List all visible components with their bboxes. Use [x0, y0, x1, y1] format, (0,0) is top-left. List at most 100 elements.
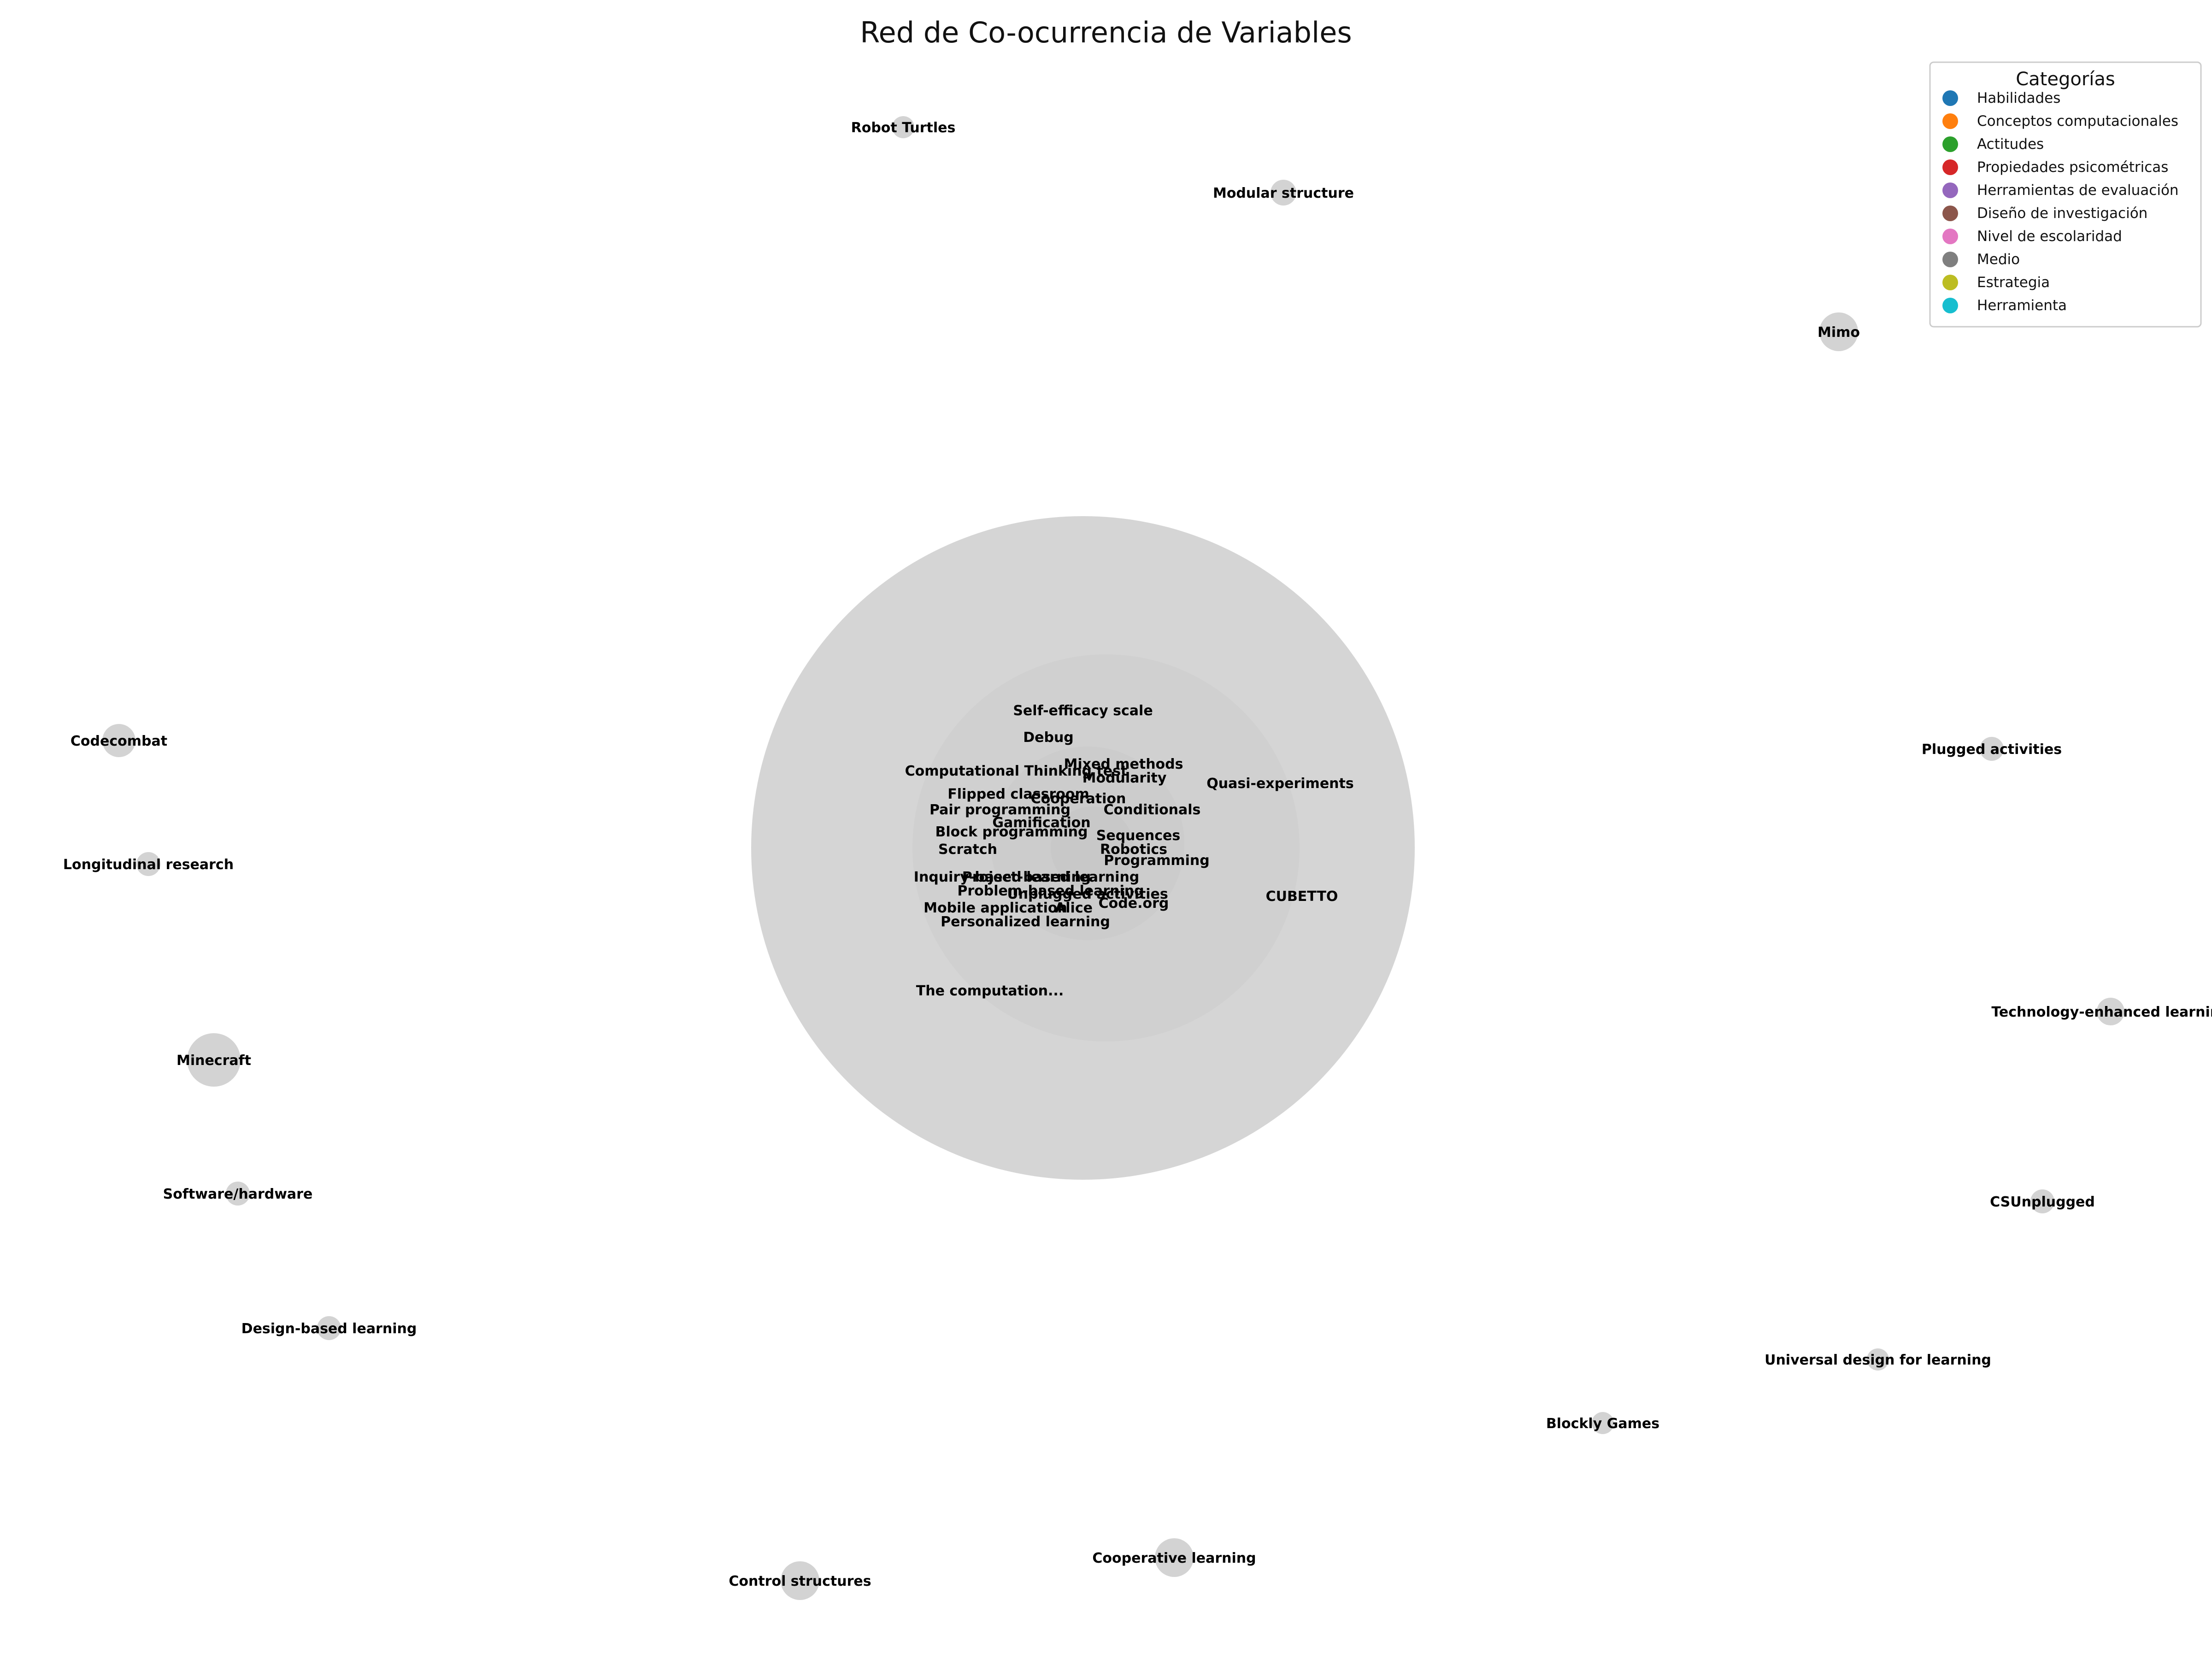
- node-mimo: Mimo: [1818, 312, 1860, 351]
- node-label: Cooperative learning: [1092, 1550, 1256, 1566]
- legend-marker: [1942, 206, 1958, 221]
- node-label-mixed-methods: Mixed methods: [1064, 756, 1183, 772]
- node-label-project-based-learning: Project-based learning: [962, 869, 1140, 885]
- node-circle: [1271, 180, 1296, 206]
- node-label: Universal design for learning: [1765, 1352, 1991, 1368]
- hub-nodes: [751, 516, 1415, 1180]
- node-label-cooperation: Cooperation: [1031, 791, 1126, 807]
- legend-item-dise-o-de-investigaci-n: Diseño de investigación: [1942, 205, 2147, 222]
- legend-marker: [1942, 182, 1958, 198]
- node-label: Technology-enhanced learning: [1991, 1004, 2212, 1020]
- legend-label: Diseño de investigación: [1977, 205, 2147, 222]
- legend-label: Actitudes: [1977, 136, 2044, 153]
- node-circle: [102, 724, 135, 757]
- inner-node-labels: Self-efficacy scale Debug Mixed methodsMod…: [905, 703, 1354, 999]
- chart-title: Red de Co-ocurrencia de Variables: [860, 16, 1352, 49]
- node-label-debug: Debug: [1023, 729, 1074, 746]
- node-label-personalized-learning: Personalized learning: [941, 914, 1110, 930]
- legend-item-propiedades-psicom-tricas: Propiedades psicométricas: [1942, 159, 2168, 176]
- legend-marker: [1942, 252, 1958, 267]
- legend-marker: [1942, 90, 1958, 106]
- legend-item-actitudes: Actitudes: [1942, 136, 2044, 153]
- node-codecombat: Codecombat: [71, 724, 167, 757]
- node-label-unplugged-activities: Unplugged activities: [1007, 886, 1168, 902]
- node-circle: [187, 1033, 241, 1087]
- node-circle: [1155, 1538, 1194, 1577]
- node-label-alice: Alice: [1055, 900, 1093, 916]
- legend-item-herramientas-de-evaluaci-n: Herramientas de evaluación: [1942, 182, 2179, 199]
- node-label: CSUnplugged: [1990, 1194, 2095, 1210]
- node-label-modularity: Modularity: [1082, 770, 1167, 786]
- node-circle: [892, 116, 914, 138]
- hub-node-core: [1051, 806, 1134, 889]
- legend-label: Conceptos computacionales: [1977, 113, 2178, 129]
- node-label-cubetto: CUBETTO: [1266, 888, 1338, 905]
- node-label-problem-based-learning: Problem-based learning: [957, 883, 1144, 899]
- node-circle: [2030, 1189, 2054, 1213]
- legend-title: Categorías: [2016, 69, 2115, 90]
- node-label-code-org: Code.org: [1099, 895, 1169, 912]
- node-label: Mimo: [1818, 324, 1860, 341]
- legend-items: Habilidades Conceptos computacionales Acti…: [1942, 90, 2179, 314]
- node-blockly-games: Blockly Games: [1546, 1412, 1659, 1434]
- legend-marker: [1942, 229, 1958, 244]
- legend-item-conceptos-computacionales: Conceptos computacionales: [1942, 113, 2178, 129]
- node-label-scratch: Scratch: [938, 841, 997, 858]
- legend-marker: [1942, 159, 1958, 175]
- node-label-pair-programming: Pair programming: [930, 802, 1071, 818]
- node-label: Minecraft: [176, 1053, 251, 1069]
- legend-item-medio: Medio: [1942, 251, 2020, 268]
- legend-marker: [1942, 136, 1958, 152]
- node-circle: [1819, 312, 1858, 351]
- legend-marker: [1942, 298, 1958, 313]
- legend-label: Herramientas de evaluación: [1977, 182, 2179, 199]
- legend-label: Estrategia: [1977, 274, 2050, 291]
- node-label-mobile-application: Mobile application: [924, 900, 1067, 916]
- legend-label: Habilidades: [1977, 90, 2060, 106]
- node-circle: [136, 852, 160, 876]
- node-circle: [226, 1182, 250, 1206]
- legend-box: [1929, 61, 2202, 328]
- node-label-sequences: Sequences: [1096, 828, 1180, 844]
- node-longitudinal-research: Longitudinal research: [63, 852, 234, 876]
- node-circle: [1867, 1348, 1889, 1371]
- node-plugged-activities: Plugged activities: [1922, 737, 2062, 761]
- node-label: Codecombat: [71, 733, 167, 749]
- node-robot-turtles: Robot Turtles: [851, 116, 956, 138]
- node-label: Plugged activities: [1922, 741, 2062, 758]
- node-label: Design-based learning: [241, 1321, 417, 1337]
- node-circle: [781, 1561, 819, 1600]
- legend-item-nivel-de-escolaridad: Nivel de escolaridad: [1942, 228, 2122, 245]
- node-cooperative-learning: Cooperative learning: [1092, 1538, 1256, 1577]
- legend-item-herramienta: Herramienta: [1942, 297, 2067, 314]
- node-label: Modular structure: [1213, 185, 1354, 201]
- node-label-block-programming: Block programming: [935, 824, 1088, 840]
- node-technology-enhanced-learning: Technology-enhanced learning: [1991, 998, 2212, 1025]
- legend: Categorías Habilidades Conceptos computac…: [1929, 61, 2202, 328]
- legend-label: Propiedades psicométricas: [1977, 159, 2168, 176]
- node-label-self-efficacy-scale: Self-efficacy scale: [1013, 703, 1153, 719]
- legend-item-estrategia: Estrategia: [1942, 274, 2050, 291]
- legend-label: Nivel de escolaridad: [1977, 228, 2122, 245]
- node-circle: [317, 1316, 341, 1340]
- node-circle: [2097, 998, 2124, 1025]
- node-minecraft: Minecraft: [176, 1033, 251, 1087]
- node-label-gamification: Gamification: [992, 815, 1090, 831]
- legend-marker: [1942, 113, 1958, 129]
- node-csunplugged: CSUnplugged: [1990, 1189, 2095, 1213]
- node-label-computational-thinking-test: Computational Thinking test: [905, 763, 1128, 779]
- legend-item-habilidades: Habilidades: [1942, 90, 2060, 106]
- node-software-hardware: Software/hardware: [163, 1182, 313, 1206]
- outer-nodes: Robot Turtles Modular structure Mimo Plugge…: [63, 116, 2212, 1600]
- node-label-flipped-classroom: Flipped classroom: [947, 786, 1089, 802]
- node-modular-structure: Modular structure: [1213, 180, 1354, 206]
- node-label: Software/hardware: [163, 1186, 313, 1202]
- legend-marker: [1942, 275, 1958, 290]
- node-label: Control structures: [729, 1573, 871, 1589]
- node-label: Robot Turtles: [851, 120, 956, 136]
- node-circle: [1592, 1412, 1614, 1434]
- legend-label: Herramienta: [1977, 297, 2067, 314]
- node-control-structures: Control structures: [729, 1561, 871, 1600]
- node-label-the-computation: The computation...: [916, 983, 1064, 999]
